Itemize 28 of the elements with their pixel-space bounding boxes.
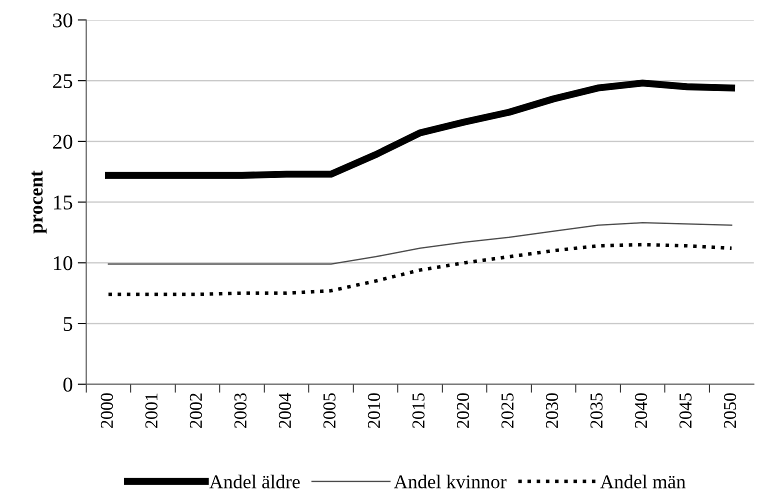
y-tick-label: 5 [64, 317, 72, 331]
x-tick-label: 2050 [724, 393, 736, 428]
x-tick-label: 2003 [234, 393, 247, 428]
legend-label: Andel äldre [209, 474, 300, 488]
y-tick-label: 30 [53, 13, 72, 28]
y-tick-label: 15 [54, 196, 72, 210]
x-tick-label: 2010 [368, 393, 380, 428]
x-tick-label: 2040 [634, 393, 648, 428]
line-series [106, 242, 734, 296]
y-axis-title: procent [32, 170, 47, 234]
x-tick-label: 2001 [145, 394, 158, 428]
y-tick-label: 10 [54, 256, 72, 270]
x-tick-label: 2020 [456, 393, 470, 428]
x-tick-label: 2002 [190, 394, 202, 428]
y-tick-label: 25 [53, 74, 72, 88]
x-tick-label: 2005 [323, 393, 336, 428]
legend-label: Andel män [600, 474, 686, 488]
x-tick-label: 2035 [590, 393, 603, 428]
legend-label: Andel kvinnor [394, 474, 506, 488]
x-tick-label: 2045 [679, 393, 692, 428]
y-tick-label: 0 [63, 378, 72, 392]
y-tick-label: 20 [53, 134, 72, 149]
x-tick-label: 2025 [501, 393, 514, 428]
x-tick-label: 2030 [546, 393, 558, 428]
line-series [108, 222, 732, 265]
x-tick-label: 2015 [412, 393, 425, 428]
x-tick-label: 2004 [278, 392, 292, 428]
x-tick-label: 2000 [100, 393, 113, 428]
